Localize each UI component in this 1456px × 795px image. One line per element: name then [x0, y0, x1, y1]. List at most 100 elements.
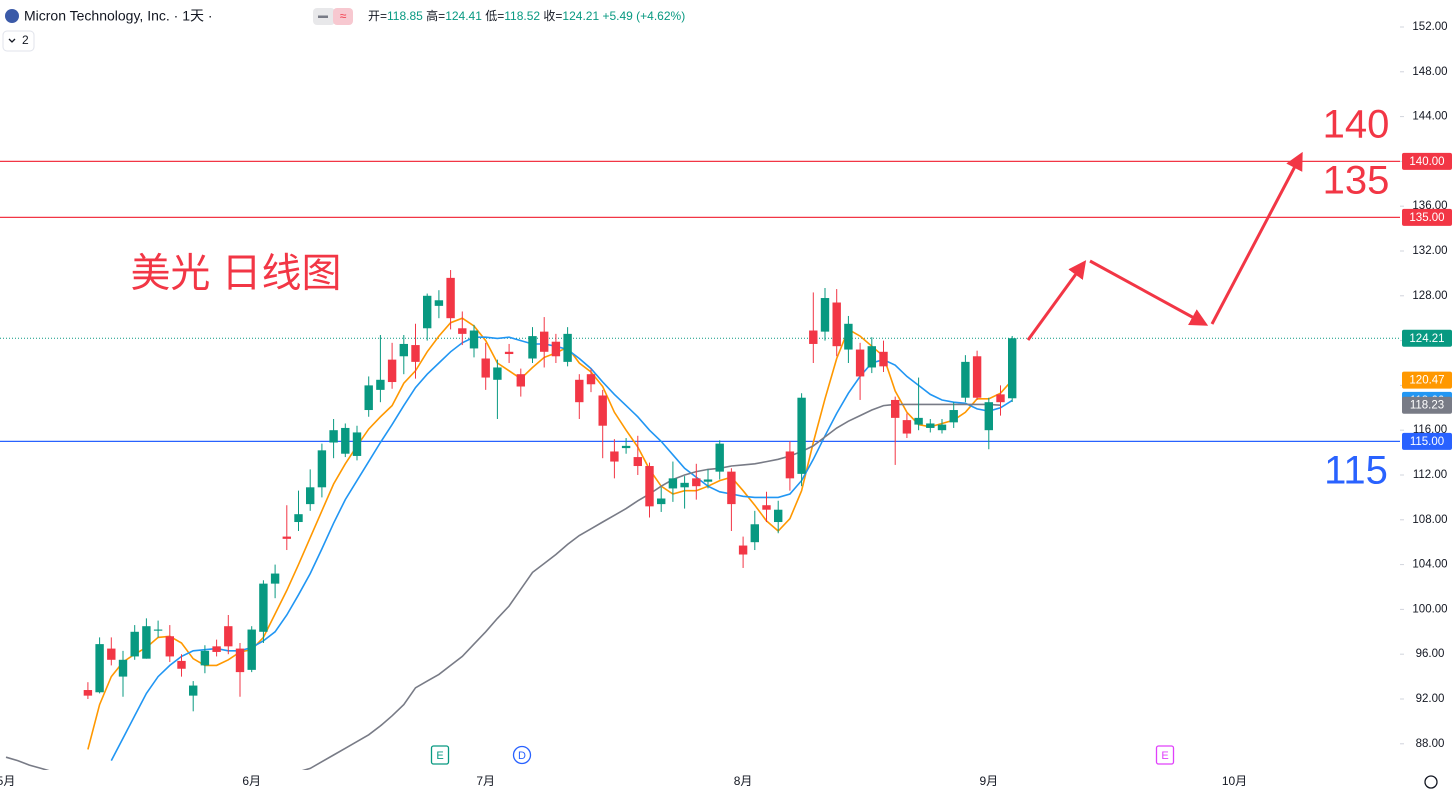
annotation: 135: [1323, 159, 1390, 203]
candle-body: [446, 277, 455, 319]
y-tick-label: 88.00: [1416, 738, 1445, 750]
candle-body: [540, 331, 549, 352]
x-tick-label: 10月: [1222, 774, 1247, 788]
ma-line: [5, 403, 1001, 770]
x-tick-label: 5月: [0, 774, 15, 788]
candle-body: [937, 424, 947, 431]
candle-body: [610, 451, 619, 462]
candle-body: [153, 629, 163, 631]
candle-body: [972, 356, 982, 398]
y-tick-label: 128.00: [1412, 290, 1447, 302]
indicator-toggle[interactable]: [2, 30, 35, 52]
ohlc-label: 低=: [485, 9, 504, 23]
candle-body: [458, 328, 467, 334]
price-badge: [1402, 396, 1452, 414]
candle-body: [774, 509, 783, 523]
y-tick-label: 144.00: [1412, 111, 1447, 123]
candle-body: [703, 479, 713, 482]
toggle-icon: ≈: [340, 9, 347, 23]
candle-body: [142, 626, 151, 659]
candle-body: [118, 659, 128, 677]
toggle[interactable]: [333, 8, 353, 25]
ohlc: 开=118.85 高=124.41 低=118.52 收=124.21 +5.4…: [368, 8, 685, 23]
price-badge-label: 120.47: [1409, 375, 1444, 387]
candle-body: [844, 323, 853, 350]
price-badge-label: 135.00: [1409, 212, 1444, 224]
symbol-title[interactable]: Micron Technology, Inc. · 1天 ·: [24, 8, 213, 24]
candle-body: [528, 336, 537, 359]
candle-body: [423, 295, 432, 329]
forecast-arrows: [1026, 151, 1303, 341]
ohlc-value: 118.85: [387, 9, 423, 23]
y-tick-label: 104.00: [1412, 559, 1447, 571]
price-badge: [1402, 329, 1452, 347]
x-tick-label: 6月: [242, 774, 261, 788]
price-badge-label: 124.21: [1409, 333, 1444, 345]
candle-body: [306, 487, 315, 505]
candle-body: [200, 650, 210, 666]
price-badge-label: 140.00: [1409, 156, 1444, 168]
y-tick-label: 152.00: [1412, 21, 1447, 33]
candle-body: [341, 427, 350, 454]
ohlc-label: 开=: [368, 9, 387, 23]
ohlc-value: 118.52: [504, 9, 540, 23]
candle-body: [235, 648, 245, 673]
candle-body: [481, 358, 490, 378]
arrow: [1210, 151, 1303, 325]
indicator-count: 2: [22, 33, 29, 47]
x-tick-label: 9月: [979, 774, 998, 788]
event-marker: [430, 745, 450, 765]
y-tick-label: 96.00: [1416, 648, 1445, 660]
candle-body: [879, 351, 888, 367]
change: +5.49 (+4.62%): [602, 9, 685, 23]
toggle-icon: [318, 15, 328, 18]
candle-body: [177, 660, 186, 669]
price-badge: [1402, 432, 1452, 450]
candle-body: [329, 430, 338, 443]
candle-body: [586, 374, 596, 385]
price-badge-label: 118.23: [1410, 400, 1444, 412]
candle-body: [294, 514, 303, 523]
candle-body: [738, 545, 748, 555]
event-letter: E: [436, 750, 443, 762]
x-tick-label: 7月: [476, 774, 495, 788]
candle-body: [270, 573, 280, 584]
candle-body: [996, 394, 1005, 403]
candle-body: [387, 359, 397, 383]
y-tick-label: 92.00: [1416, 693, 1445, 705]
candle-body: [434, 300, 444, 306]
candle-body: [809, 330, 818, 344]
candle-body: [493, 367, 502, 380]
candle-body: [832, 302, 841, 347]
candle-body: [575, 379, 584, 403]
candle-body: [785, 451, 795, 479]
annotation: 美光 日线图: [130, 252, 341, 296]
candle-body: [692, 478, 701, 487]
arrow: [1026, 260, 1087, 341]
event-letter: E: [1161, 750, 1168, 762]
candle-body: [867, 346, 876, 368]
candle-body: [633, 457, 642, 467]
y-tick-label: 100.00: [1412, 603, 1447, 615]
candle-body: [855, 349, 865, 377]
candle-body: [715, 443, 724, 472]
candle-body: [727, 471, 736, 505]
settings-icon[interactable]: [1424, 775, 1438, 789]
candle-body: [504, 351, 514, 355]
candle-body: [598, 395, 607, 426]
annotation: 140: [1323, 103, 1390, 147]
candle-body: [902, 420, 912, 434]
candle-body: [984, 402, 993, 431]
candle-body: [668, 478, 678, 489]
candle-body: [563, 333, 572, 362]
candle-body: [224, 626, 233, 647]
event-marker[interactable]: [512, 745, 532, 765]
candle-body: [949, 410, 958, 423]
x-tick-label: 8月: [734, 774, 753, 788]
y-tick-label: 108.00: [1412, 514, 1447, 526]
candle-body: [516, 374, 525, 387]
ohlc-label: 高=: [426, 8, 445, 23]
